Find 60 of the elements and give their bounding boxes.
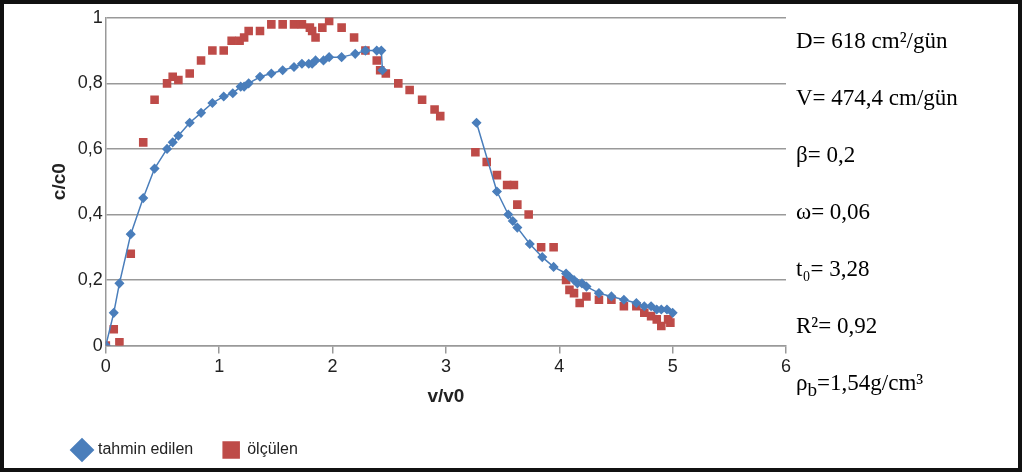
text: R²= 0,92 bbox=[796, 312, 879, 340]
point bbox=[167, 137, 178, 148]
point bbox=[503, 209, 514, 220]
y-axis-title: c/c0 bbox=[47, 163, 69, 201]
point bbox=[594, 288, 604, 298]
point bbox=[297, 58, 307, 69]
y-tick-label: 0,4 bbox=[77, 203, 103, 224]
point bbox=[508, 216, 518, 226]
point bbox=[162, 144, 172, 154]
text: ρ$_{b}$=1,54g/cm³ bbox=[796, 369, 925, 402]
text: ω= 0,06 bbox=[796, 198, 872, 226]
point bbox=[184, 117, 195, 128]
point bbox=[109, 308, 119, 318]
y-tick-label: 0,6 bbox=[77, 137, 103, 158]
point bbox=[207, 98, 218, 108]
point bbox=[266, 68, 277, 79]
x-tick-label: 6 bbox=[780, 356, 791, 377]
text: D= 618 cm²/gün bbox=[796, 27, 949, 55]
point bbox=[667, 308, 678, 318]
point bbox=[525, 239, 535, 249]
point bbox=[255, 72, 265, 82]
point bbox=[471, 117, 482, 128]
point bbox=[243, 78, 254, 89]
point bbox=[218, 91, 229, 102]
legend-label: tahmin edilen bbox=[98, 440, 194, 458]
point bbox=[289, 62, 299, 72]
x-tick-label: 1 bbox=[214, 356, 225, 377]
point bbox=[149, 163, 160, 174]
point bbox=[631, 298, 642, 308]
text: β= 0,2 bbox=[796, 141, 857, 169]
y-tick-label: 0,2 bbox=[77, 269, 103, 290]
point bbox=[606, 291, 617, 302]
point bbox=[277, 65, 288, 75]
point bbox=[619, 294, 629, 305]
point bbox=[228, 88, 238, 98]
point bbox=[537, 252, 548, 262]
point bbox=[646, 301, 656, 312]
point bbox=[512, 222, 523, 233]
point bbox=[324, 52, 334, 62]
point bbox=[350, 49, 360, 59]
point bbox=[173, 131, 184, 141]
point bbox=[114, 278, 125, 289]
legend-label: ölçülen bbox=[247, 440, 298, 458]
point bbox=[126, 229, 136, 239]
x-tick-label: 3 bbox=[440, 356, 451, 377]
point bbox=[336, 52, 347, 62]
point bbox=[492, 186, 502, 197]
y-tick-label: 0 bbox=[92, 334, 103, 355]
y-tick-label: 1 bbox=[92, 6, 103, 27]
point bbox=[138, 193, 148, 203]
text: t₀= 3,28 bbox=[796, 255, 871, 283]
text: V= 474,4 cm/gün bbox=[796, 84, 959, 112]
point bbox=[581, 281, 592, 292]
x-tick-label: 4 bbox=[554, 356, 565, 377]
x-tick-label: 2 bbox=[327, 356, 338, 377]
x-axis-title: v/v0 bbox=[427, 384, 465, 406]
y-tick-label: 0,8 bbox=[77, 72, 103, 93]
point bbox=[548, 262, 559, 272]
point bbox=[196, 108, 206, 118]
x-tick-label: 5 bbox=[667, 356, 678, 377]
